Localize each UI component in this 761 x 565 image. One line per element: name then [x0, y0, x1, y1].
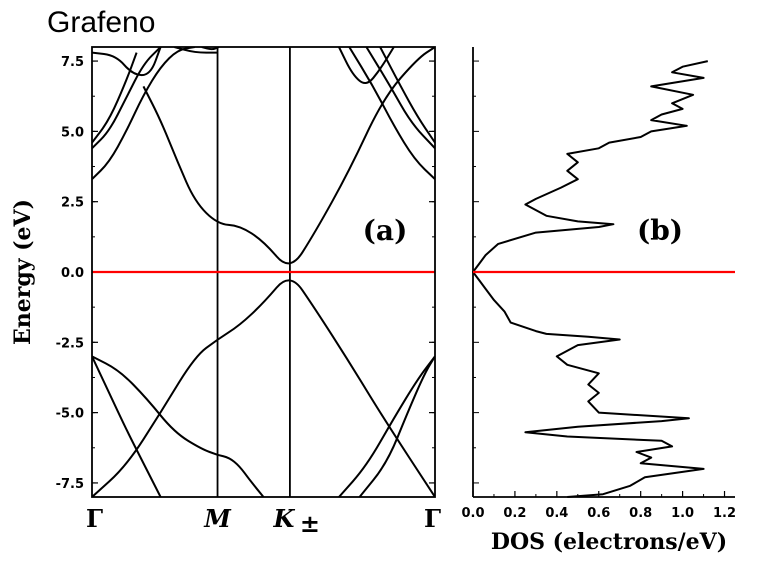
y-tick-label: 7.5 — [61, 55, 84, 70]
band-pi — [92, 279, 435, 497]
panel-label-b: (b) — [637, 214, 683, 247]
band-sigma-r2 — [358, 355, 435, 497]
dos-x-tick-label: 1.2 — [713, 506, 736, 521]
plot-frame — [91, 46, 436, 498]
y-axis-label: Energy (eV) — [10, 199, 36, 345]
band-upper-r3 — [379, 47, 435, 144]
dos-x-tick-label: 1.0 — [671, 506, 694, 521]
page-title: Grafeno — [47, 6, 156, 39]
dos-x-tick-label: 0.8 — [629, 506, 652, 521]
dos-x-tick-label: 0.2 — [503, 506, 526, 521]
x-point-label-K-sub: ± — [300, 509, 320, 538]
panel-b: 0.0 0.2 0.4 0.6 0.8 1.0 1.2 DOS (electrons/eV) (… — [461, 47, 736, 555]
y-tick-label: 0.0 — [61, 266, 84, 281]
y-tick-label: -2.5 — [56, 336, 84, 351]
y-tick-label: -7.5 — [56, 477, 84, 492]
y-tick-label: -5.0 — [56, 407, 84, 422]
band-sigma-2 — [92, 355, 162, 497]
x-point-label-K: K — [272, 504, 295, 533]
band-upper-r2 — [365, 47, 435, 149]
x-point-label: Γ — [86, 504, 103, 533]
band-sigma-1 — [92, 355, 218, 456]
panel-label-a: (a) — [363, 214, 408, 247]
dos-x-axis-label: DOS (electrons/eV) — [491, 529, 727, 555]
band-upper-r1 — [348, 47, 435, 180]
band-pi* — [142, 47, 435, 265]
dos-x-tick-label: 0.4 — [545, 506, 568, 521]
band-upper-r4 — [338, 47, 395, 84]
y-tick-label: 5.0 — [61, 125, 84, 140]
band-upper-2 — [92, 47, 162, 149]
band-upper-4 — [92, 47, 162, 77]
band-sigma-r1 — [338, 355, 435, 497]
band-upper-3 — [92, 52, 138, 144]
y-tick-label: 2.5 — [61, 196, 84, 211]
dos-x-tick-label: 0.0 — [461, 506, 484, 521]
band-sigma-3 — [217, 453, 265, 497]
band-upper-1 — [92, 47, 196, 180]
dos-curve — [472, 60, 709, 498]
x-point-label: M — [203, 504, 232, 533]
dos-x-tick-label: 0.6 — [587, 506, 610, 521]
x-point-label: Γ — [424, 504, 441, 533]
